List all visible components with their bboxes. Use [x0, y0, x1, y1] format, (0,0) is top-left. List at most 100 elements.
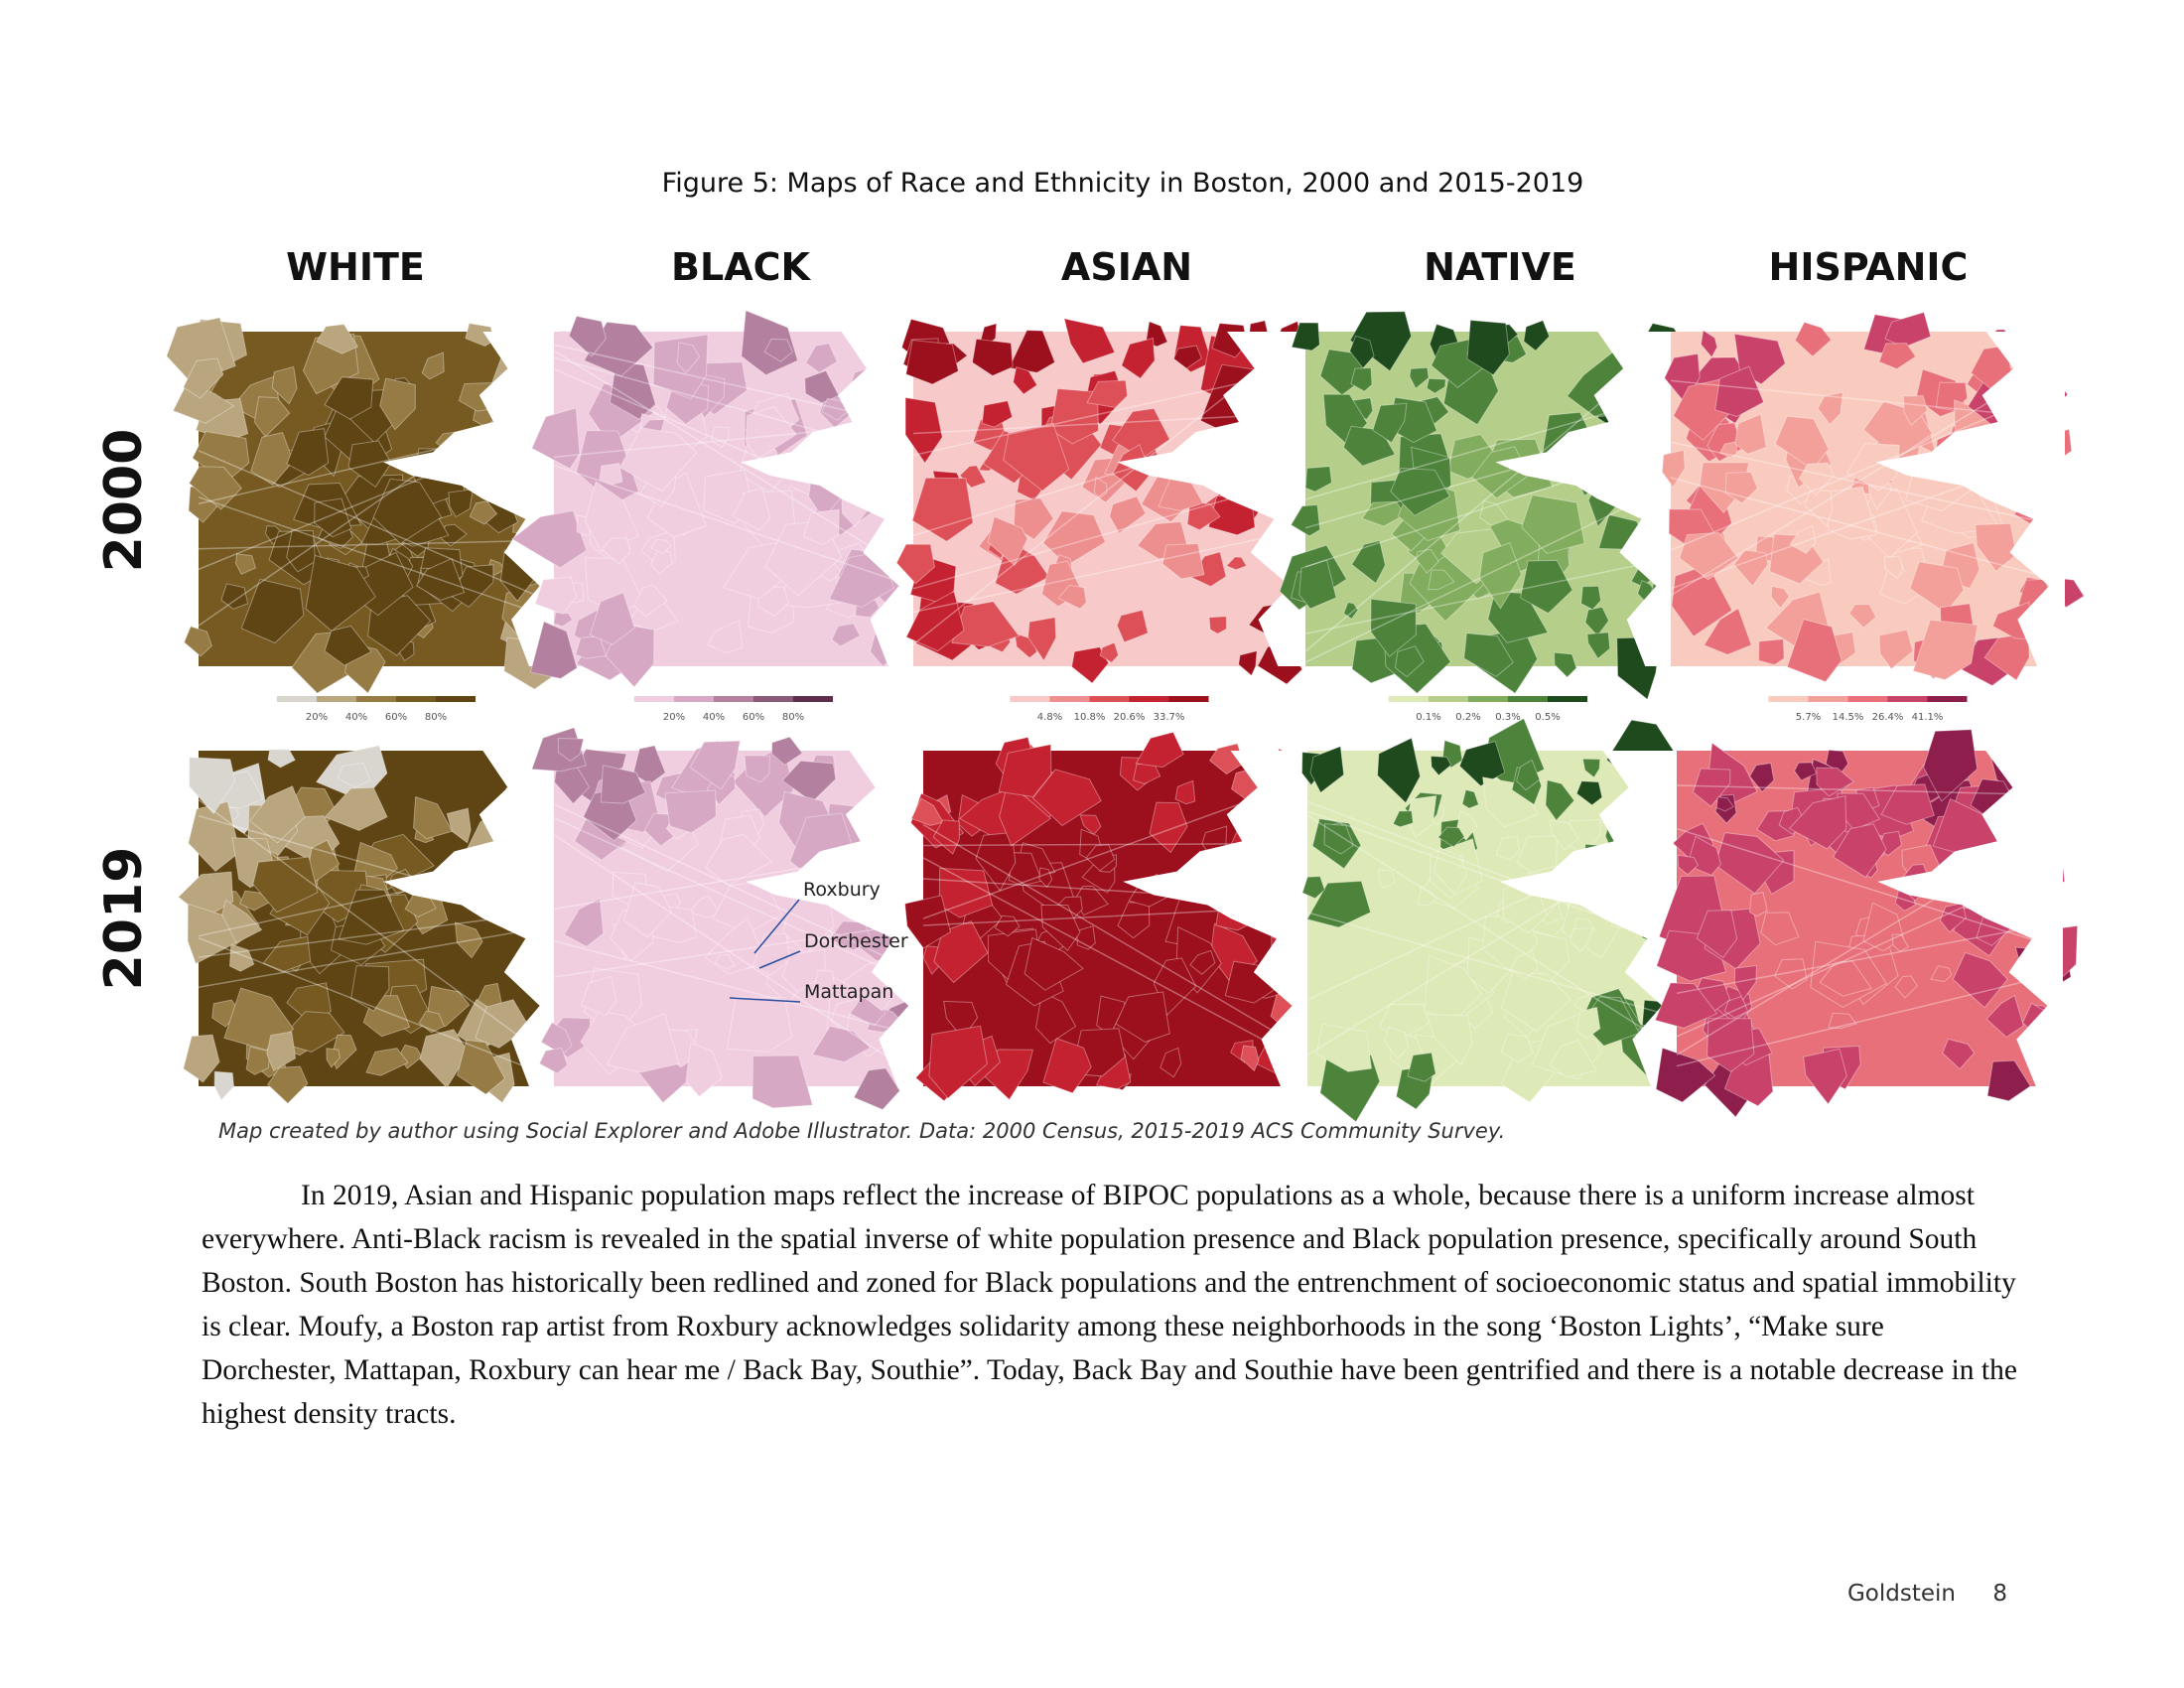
- map-road: [1670, 477, 2066, 583]
- map-tract: [1655, 1047, 1716, 1103]
- map-tract: [904, 396, 943, 465]
- map-tract: [649, 549, 673, 575]
- legend-swatch: [1887, 696, 1928, 702]
- map-tract: [814, 969, 836, 998]
- map-tract: [1079, 814, 1102, 836]
- legend-swatch: [793, 696, 833, 702]
- map-tract: [331, 1034, 357, 1070]
- map-tract: [632, 584, 668, 618]
- map-tract: [1654, 982, 1718, 1029]
- map-road: [912, 528, 1306, 614]
- legend-swatch: [1808, 696, 1848, 702]
- legend-label: 14.5%: [1833, 712, 1864, 723]
- map-tract: [1111, 407, 1170, 460]
- map-tract: [324, 625, 372, 666]
- map-panel: [895, 318, 1320, 685]
- map-tract: [606, 1013, 680, 1073]
- legend-swatch: [1168, 696, 1209, 702]
- map-tract: [1189, 949, 1216, 975]
- map-tract: [1748, 762, 1775, 793]
- map-tract: [1309, 745, 1345, 793]
- map-tract: [1575, 1006, 1601, 1040]
- map-tract: [1426, 1014, 1473, 1066]
- map-tract: [1086, 379, 1129, 409]
- column-header: WHITE: [286, 245, 425, 289]
- map-tract: [707, 619, 744, 654]
- map-road: [1304, 485, 1672, 663]
- map-tract: [1703, 607, 1752, 655]
- map-tract: [1238, 649, 1258, 677]
- map-tract: [1581, 758, 1601, 778]
- map-panel: [1300, 717, 1704, 1123]
- map-tract: [1149, 801, 1188, 854]
- map-tract: [688, 895, 721, 918]
- map-tract: [1523, 320, 1551, 352]
- map-water: [1875, 332, 2065, 666]
- map-tract: [1500, 1033, 1535, 1063]
- legend-label: 20%: [663, 712, 685, 723]
- map-tract: [531, 407, 581, 470]
- map-tract: [187, 903, 237, 965]
- legend-swatch: [356, 696, 396, 702]
- map-road: [1304, 557, 1672, 634]
- figure-caption: Map created by author using Social Explo…: [218, 1119, 1505, 1143]
- map-tract: [998, 744, 1052, 798]
- map-road: [553, 350, 914, 575]
- map-tract: [1715, 796, 1734, 812]
- legend-swatch: [1468, 696, 1508, 702]
- map-tract: [744, 755, 771, 783]
- map-tract: [1677, 854, 1700, 876]
- map-panel: [1654, 729, 2079, 1118]
- map-tract: [1516, 835, 1558, 874]
- map-tract: [1706, 1018, 1755, 1073]
- map-tract: [1290, 503, 1321, 537]
- legend-label: 40%: [345, 712, 367, 723]
- map-tract: [213, 1070, 235, 1101]
- map-tract: [1174, 779, 1196, 805]
- map-tract: [1521, 494, 1585, 554]
- legend-swatch: [396, 696, 436, 702]
- map-tract: [1894, 975, 1918, 999]
- map-tract: [1013, 497, 1054, 540]
- map-tract: [770, 736, 803, 767]
- map-tract: [589, 592, 635, 645]
- map-tract: [1361, 500, 1407, 527]
- legend-swatch: [1508, 696, 1548, 702]
- map-tract: [831, 623, 861, 647]
- map-tract: [1115, 991, 1170, 1043]
- map-tract: [1549, 819, 1579, 851]
- map-tract: [732, 487, 771, 531]
- map-road: [553, 803, 924, 975]
- map-tract: [1848, 604, 1877, 629]
- map-tract: [540, 1022, 573, 1055]
- map-tract: [240, 578, 305, 644]
- map-tract: [1700, 329, 1718, 358]
- map-tract: [1788, 794, 1847, 850]
- map-tract: [676, 342, 701, 374]
- map-tract: [999, 783, 1052, 847]
- legend-label: 5.7%: [1796, 712, 1821, 723]
- map-tract: [266, 1031, 297, 1072]
- map-tract: [1161, 542, 1205, 580]
- map-tract: [853, 1067, 901, 1111]
- map-tract: [228, 943, 255, 972]
- map-tract: [971, 338, 1014, 376]
- map-tract: [1372, 402, 1408, 444]
- map-panel: [177, 745, 572, 1104]
- map-tract: [1377, 737, 1422, 804]
- map-road: [198, 798, 555, 1063]
- map-tract: [1116, 609, 1149, 643]
- map-tract: [1433, 847, 1468, 895]
- map-tract: [338, 889, 405, 945]
- map-tract: [622, 882, 673, 938]
- map-tract: [1351, 539, 1386, 585]
- map-tract: [421, 352, 445, 380]
- map-tract: [1828, 1012, 1857, 1030]
- map-tract: [183, 626, 212, 657]
- legend-swatch: [277, 696, 317, 702]
- map-tract: [1975, 522, 2017, 573]
- map-tract: [1714, 832, 1785, 895]
- map-tract: [1554, 651, 1577, 678]
- legend-label: 60%: [743, 712, 764, 723]
- map-tract: [1392, 810, 1414, 828]
